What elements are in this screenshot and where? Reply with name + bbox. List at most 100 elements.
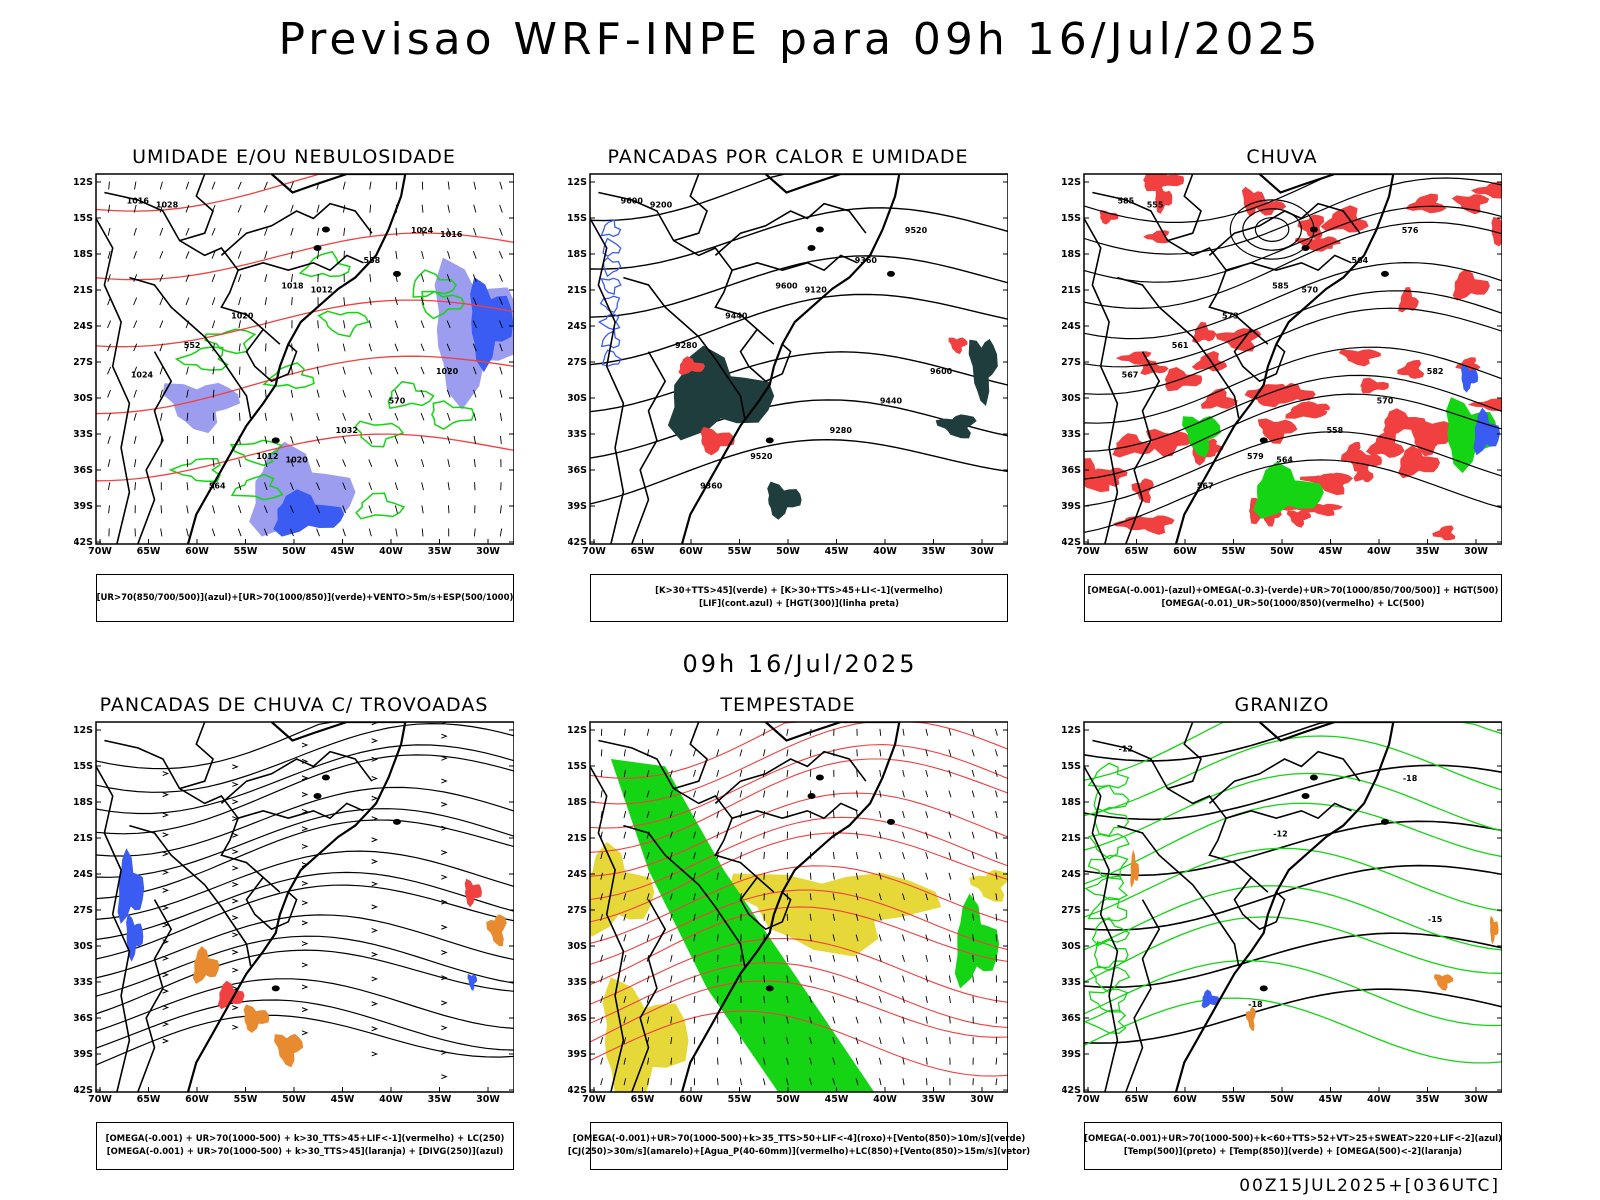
wind-arrow (693, 852, 696, 860)
wind-arrow (107, 366, 112, 375)
contour-line (590, 1010, 1008, 1077)
lake-mark (807, 793, 816, 799)
wind-arrow (159, 181, 163, 190)
wind-arrow (291, 297, 293, 306)
wind-arrow (647, 1078, 650, 1086)
wind-arrow (717, 975, 719, 983)
wind-arrow (623, 893, 627, 901)
wind-arrow (472, 366, 477, 375)
contour-line (1084, 346, 1502, 424)
map-content: 585 585 582 579 576 573 570 567 564 561 558 555 570 5… (1084, 174, 1502, 544)
legend-box: [K>30+TTS>45](verde) + [K>30+TTS>45+LI<-… (590, 574, 1008, 622)
streamline-arrowhead (371, 795, 379, 801)
streamline-arrowhead (371, 1051, 379, 1057)
lat-label: 21S (74, 833, 93, 844)
lat-label: 30S (1062, 393, 1081, 404)
streamline-arrowhead (162, 851, 170, 857)
lake-mark (271, 437, 280, 444)
streamline-arrowhead (371, 1001, 379, 1007)
wind-arrow (739, 749, 743, 757)
contour-line (96, 808, 514, 878)
wind-arrow (716, 769, 720, 777)
wind-arrow (264, 389, 267, 398)
wind-arrow (646, 769, 650, 777)
border-line (673, 722, 708, 790)
wind-arrow (925, 1057, 928, 1065)
shaded-area (700, 426, 735, 456)
legend-line: [OMEGA(-0.01)_UR>50(1000/850)(vermelho) … (1161, 599, 1425, 609)
wind-arrow (925, 913, 929, 921)
wind-arrow (693, 811, 696, 818)
wind-arrow (809, 913, 812, 921)
contour-label: 1016 (440, 230, 463, 239)
humidity-core (273, 277, 514, 537)
wind-arrow (949, 1037, 951, 1045)
wind-arrow (185, 181, 190, 190)
lat-label: 15S (568, 213, 587, 224)
wind-arrow (133, 366, 138, 375)
wind-arrow (832, 995, 836, 1004)
contour-label: 1012 (311, 285, 333, 294)
streamline-arrowhead (301, 1007, 309, 1013)
panel-trovoadas: PANCADAS DE CHUVA C/ TROVOADAS 12S 15S 18S… (74, 694, 514, 1170)
coastline (680, 722, 901, 1092)
lat-label: 36S (74, 465, 93, 476)
wind-arrow (763, 954, 765, 962)
lat-label: 21S (568, 285, 587, 296)
map-frame (1083, 721, 1502, 1093)
wind-arrow (670, 1057, 673, 1065)
lon-label: 35W (1416, 1094, 1440, 1105)
wind-arrow (211, 227, 216, 236)
border-line (96, 218, 131, 544)
wind-arrow (716, 728, 720, 736)
wind-arrow (878, 975, 882, 983)
lat-label: 18S (74, 797, 93, 808)
wind-arrow (316, 389, 320, 398)
lon-label: 60W (679, 546, 703, 557)
wind-arrow (879, 1078, 882, 1086)
contour-label: 1012 (256, 452, 278, 461)
streamline-arrowhead (232, 764, 239, 770)
wind-arrow (832, 872, 835, 880)
shaded-area (1340, 441, 1364, 466)
wind-arrow (185, 227, 190, 236)
contour-label: 9600 (775, 282, 798, 291)
wind-arrow (600, 852, 603, 860)
humidity-contour (431, 400, 475, 430)
wind-arrow (809, 872, 812, 880)
map-content: 1016 1018 1020 1012 1024 1020 570 564 558 552 1032… (96, 174, 514, 544)
lon-label: 50W (1270, 546, 1294, 557)
wind-arrow (264, 274, 268, 283)
shaded-area (1434, 974, 1454, 991)
lat-label: 36S (568, 1013, 587, 1024)
wind-arrow (693, 954, 696, 962)
contour-line (590, 351, 1008, 413)
wind-arrow (809, 1037, 813, 1045)
wind-arrow (856, 769, 858, 777)
shaded-area (1191, 351, 1228, 372)
streamline-arrowhead (371, 881, 379, 887)
wind-arrow (238, 366, 241, 375)
lat-label: 39S (1062, 501, 1081, 512)
contour-label: -18 (1248, 1000, 1263, 1009)
lon-label: 40W (873, 546, 897, 557)
wind-arrow (623, 749, 626, 757)
wind-arrow (264, 482, 268, 491)
wind-arrow (995, 852, 998, 860)
wind-arrow (264, 297, 268, 306)
lake-mark (313, 245, 322, 251)
lat-label: 24S (74, 321, 93, 332)
wind-arrow (994, 769, 998, 777)
contour-line (96, 850, 514, 920)
wind-arrow (600, 934, 604, 942)
lon-label: 50W (776, 1094, 800, 1105)
wind-arrow (211, 274, 216, 282)
wind-arrow (809, 1078, 813, 1086)
wind-arrow (264, 250, 268, 259)
wind-arrow (925, 831, 929, 839)
wind-arrow (786, 996, 789, 1003)
shaded-area (969, 869, 1008, 902)
lon-label: 65W (631, 546, 655, 557)
legend-line: [OMEGA(-0.001)+UR>70(1000-500)+k>35_TTS>… (572, 1134, 1026, 1144)
contour-line (590, 962, 1008, 1029)
